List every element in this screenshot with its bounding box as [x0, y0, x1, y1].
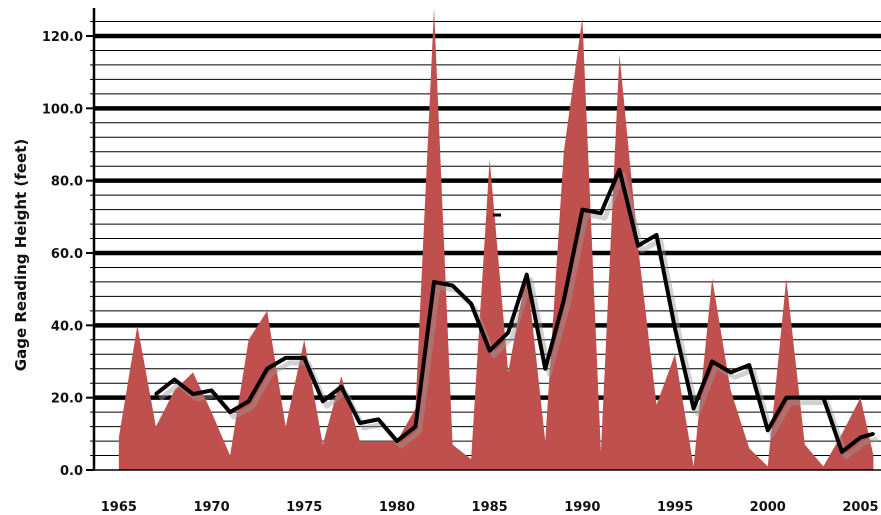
x-axis: 1965 1970 1975 1980 1985 1990 1995 2000 2005	[94, 469, 881, 515]
gage-point	[821, 396, 825, 400]
gage-point	[432, 280, 436, 284]
x-tick-label: 1970	[193, 500, 229, 515]
gage-point	[617, 168, 621, 172]
y-tick-label: 20.0	[51, 392, 83, 407]
gage-point	[488, 349, 492, 353]
gage-point	[580, 208, 584, 212]
gage-point	[506, 331, 510, 335]
y-axis: 0.0 20.0 40.0 60.0 80.0 100.0 120.0	[42, 8, 96, 479]
gage-point	[599, 211, 603, 215]
gage-point	[692, 407, 696, 411]
gage-point	[265, 367, 269, 371]
y-axis-title: Gage Reading Height (feet)	[12, 139, 30, 371]
gage-point	[247, 399, 251, 403]
gage-point	[525, 273, 529, 277]
gage-point	[562, 298, 566, 302]
gage-point	[747, 363, 751, 367]
x-tick-label: 1985	[472, 500, 508, 515]
x-tick-label: 2005	[842, 500, 878, 515]
line-series	[154, 167, 879, 460]
gage-line	[154, 167, 874, 454]
gage-point	[413, 425, 417, 429]
gage-point	[376, 417, 380, 421]
x-tick-label: 1995	[657, 500, 693, 515]
gage-point	[154, 392, 158, 396]
gage-point	[803, 396, 807, 400]
gage-point	[655, 233, 659, 237]
y-tick-label: 60.0	[51, 247, 83, 262]
y-tick-label: 80.0	[51, 175, 83, 190]
gage-point	[636, 244, 640, 248]
y-tick-label: 120.0	[42, 30, 83, 45]
gage-point	[172, 378, 176, 382]
gage-point	[673, 327, 677, 331]
gage-point	[766, 428, 770, 432]
gage-point	[451, 284, 455, 288]
x-tick-label: 2000	[750, 500, 786, 515]
gage-point	[858, 435, 862, 439]
x-tick-label: 1990	[564, 500, 600, 515]
y-tick-label: 100.0	[42, 102, 83, 117]
gage-point	[321, 399, 325, 403]
x-tick-label: 1965	[101, 500, 137, 515]
gage-line-shadow	[158, 172, 879, 460]
gage-point	[228, 410, 232, 414]
gage-point	[284, 356, 288, 360]
gage-point	[840, 450, 844, 454]
gage-point	[302, 356, 306, 360]
gage-point	[871, 432, 875, 436]
y-tick-label: 40.0	[51, 319, 83, 334]
x-tick-label: 1975	[286, 500, 322, 515]
area-series	[118, 8, 874, 470]
gage-point	[543, 367, 547, 371]
gage-point	[191, 392, 195, 396]
x-tick-label: 1980	[379, 500, 415, 515]
gage-point	[710, 360, 714, 363]
y-tick-label: 0.0	[60, 464, 83, 479]
gage-point	[784, 396, 788, 400]
gage-point	[395, 439, 399, 443]
gage-point	[358, 421, 362, 425]
gage-point	[339, 385, 343, 389]
gage-point	[469, 302, 473, 306]
gage-point	[729, 370, 733, 374]
gage-point	[210, 388, 214, 392]
flood-area	[118, 8, 874, 470]
